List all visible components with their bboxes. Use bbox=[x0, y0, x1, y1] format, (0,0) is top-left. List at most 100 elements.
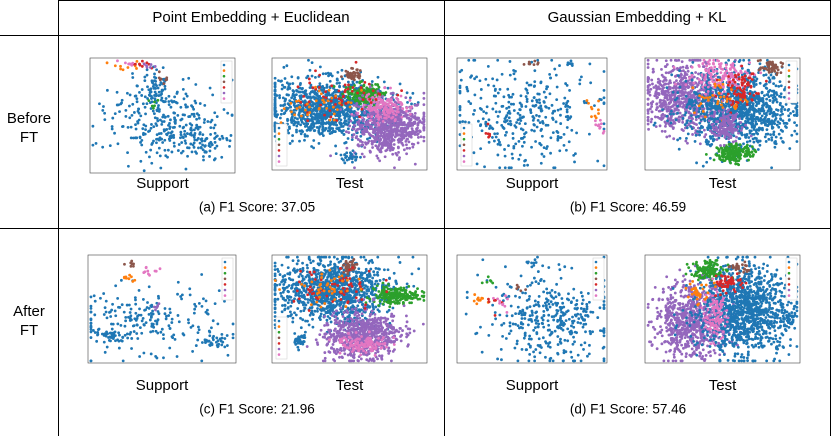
scatter-point bbox=[338, 84, 341, 88]
scatter-point bbox=[273, 81, 277, 85]
scatter-point bbox=[362, 83, 366, 87]
scatter-point bbox=[320, 118, 323, 121]
scatter-point bbox=[416, 122, 420, 125]
scatter-point bbox=[748, 139, 752, 143]
scatter-point bbox=[508, 111, 512, 115]
scatter-point bbox=[681, 65, 685, 69]
scatter-point bbox=[350, 152, 354, 156]
scatter-point bbox=[358, 94, 362, 98]
scatter-point bbox=[362, 103, 366, 107]
scatter-point bbox=[744, 112, 747, 116]
scatter-point bbox=[597, 108, 600, 112]
scatter-point bbox=[694, 118, 698, 121]
scatter-point bbox=[305, 76, 309, 80]
scatter-point bbox=[135, 59, 139, 63]
scatter-plot bbox=[89, 57, 236, 174]
scatter-point bbox=[194, 126, 198, 130]
scatter-point bbox=[366, 115, 370, 119]
scatter-point bbox=[159, 118, 162, 122]
scatter-point bbox=[312, 112, 316, 116]
scatter-point bbox=[352, 70, 356, 74]
scatter-point bbox=[343, 122, 347, 126]
scatter-point bbox=[352, 133, 356, 136]
scatter-point bbox=[408, 146, 412, 150]
scatter-point bbox=[491, 136, 494, 139]
scatter-point bbox=[484, 77, 488, 81]
scatter-point bbox=[379, 122, 383, 126]
scatter-point bbox=[765, 93, 769, 96]
scatter-point bbox=[155, 133, 159, 137]
scatter-point bbox=[570, 128, 574, 132]
scatter-point bbox=[120, 98, 124, 102]
scatter-point bbox=[666, 98, 670, 102]
scatter-point bbox=[405, 109, 408, 113]
legend bbox=[275, 123, 288, 167]
scatter-point bbox=[98, 102, 101, 106]
scatter-point bbox=[419, 135, 423, 139]
scatter-point bbox=[334, 99, 338, 103]
scatter-point bbox=[296, 117, 299, 121]
scatter-point bbox=[542, 90, 546, 94]
scatter-point bbox=[701, 115, 704, 118]
scatter-point bbox=[322, 95, 325, 99]
scatter-point bbox=[212, 126, 216, 130]
scatter-point bbox=[658, 124, 662, 128]
scatter-point bbox=[328, 118, 332, 122]
scatter-point bbox=[587, 101, 590, 105]
scatter-point bbox=[564, 148, 568, 152]
scatter-point bbox=[202, 121, 206, 124]
scatter-point bbox=[344, 130, 348, 134]
scatter-point bbox=[181, 149, 185, 153]
scatter-point bbox=[308, 105, 311, 109]
scatter-point bbox=[759, 119, 763, 122]
scatter-point bbox=[331, 109, 335, 113]
scatter-point bbox=[179, 136, 182, 140]
scatter-point bbox=[602, 164, 606, 168]
scatter-point bbox=[347, 100, 350, 104]
scatter-point bbox=[532, 116, 536, 120]
scatter-point bbox=[544, 95, 548, 99]
scatter-point bbox=[160, 96, 164, 100]
scatter-point bbox=[392, 138, 395, 142]
scatter-point bbox=[379, 150, 383, 154]
scatter-point bbox=[343, 161, 347, 165]
scatter-point bbox=[375, 103, 379, 107]
scatter-point bbox=[334, 144, 337, 148]
scatter-point bbox=[705, 160, 709, 164]
scatter-point bbox=[672, 112, 675, 116]
scatter-point bbox=[409, 106, 412, 110]
scatter-point bbox=[276, 113, 279, 117]
scatter-point bbox=[146, 97, 149, 100]
scatter-point bbox=[182, 97, 186, 101]
scatter-point bbox=[514, 142, 518, 146]
scatter-point bbox=[310, 61, 314, 65]
scatter-point bbox=[153, 104, 156, 108]
scatter-point bbox=[510, 95, 513, 99]
scatter-point bbox=[230, 113, 234, 117]
plot-label: Test bbox=[336, 175, 364, 192]
scatter-point bbox=[394, 127, 398, 131]
scatter-point bbox=[139, 141, 142, 144]
scatter-point bbox=[544, 123, 548, 127]
scatter-point bbox=[189, 126, 193, 130]
scatter-point bbox=[655, 102, 659, 106]
scatter-point bbox=[400, 115, 404, 119]
scatter-point bbox=[680, 97, 684, 101]
scatter-point bbox=[168, 127, 172, 130]
scatter-point bbox=[694, 115, 698, 119]
scatter-point bbox=[287, 131, 291, 135]
scatter-point bbox=[318, 125, 322, 129]
scatter-point bbox=[353, 117, 356, 121]
scatter-point bbox=[751, 115, 755, 119]
scatter-point bbox=[599, 122, 603, 126]
scatter-point bbox=[393, 104, 397, 107]
scatter-point bbox=[388, 99, 391, 103]
scatter-point bbox=[496, 115, 500, 118]
scatter-point bbox=[549, 151, 552, 155]
scatter-point bbox=[732, 134, 736, 138]
scatter-point bbox=[573, 160, 576, 164]
scatter-point bbox=[779, 113, 782, 117]
scatter-point bbox=[458, 89, 462, 93]
scatter-point bbox=[336, 126, 340, 130]
scatter-point bbox=[146, 85, 149, 89]
